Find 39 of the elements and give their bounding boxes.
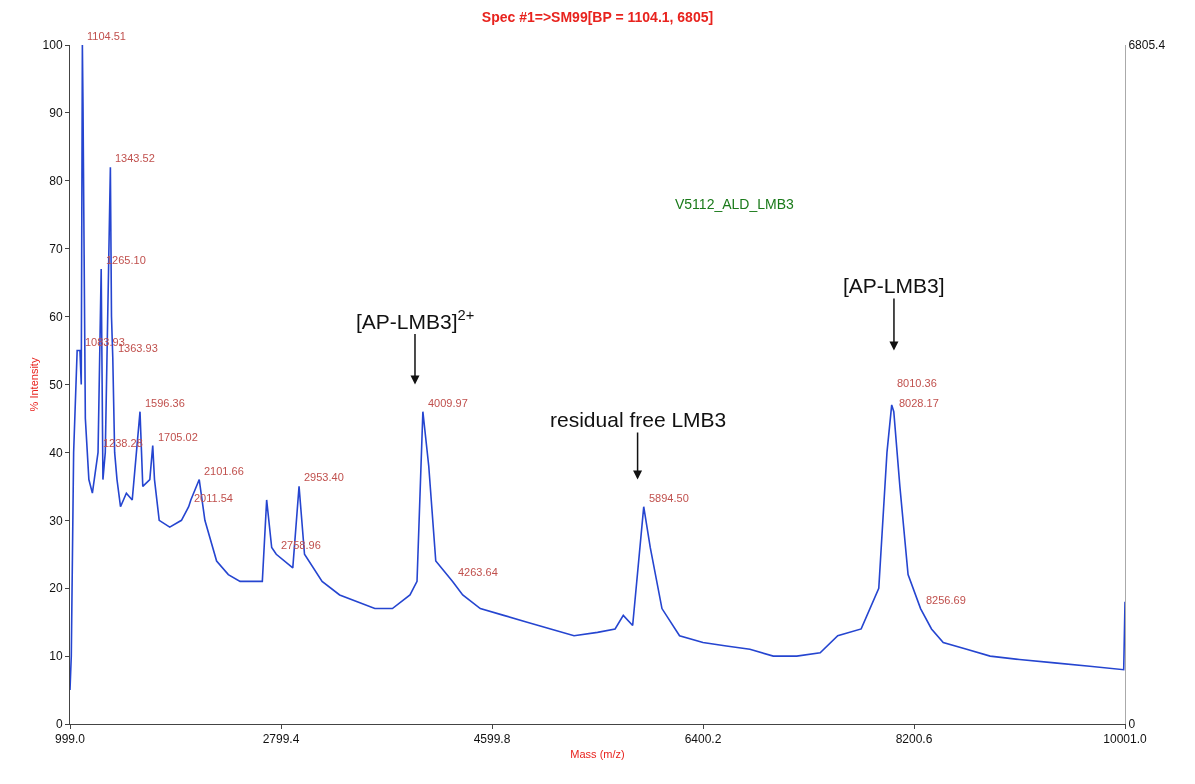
annotation: 2953.40 — [304, 471, 344, 483]
annotation: 1343.52 — [115, 152, 155, 164]
annotation: 1596.36 — [145, 397, 185, 409]
annotation: 4263.64 — [458, 566, 498, 578]
y2-tick-label: 6805.4 — [1128, 38, 1166, 53]
y-tick-label: 20 — [49, 581, 63, 596]
y-tick-label: 60 — [49, 309, 63, 324]
annotation: 1705.02 — [158, 431, 198, 443]
x-tick-label: 4599.8 — [473, 732, 511, 747]
y-tick-label: 70 — [49, 241, 63, 256]
annotation: 8256.69 — [926, 594, 966, 606]
annotation: 8028.17 — [899, 397, 939, 409]
y-tick-label: 90 — [49, 106, 63, 121]
annotation: [AP-LMB3] — [843, 274, 945, 297]
y-tick-label: 80 — [49, 174, 63, 188]
y-tick-label: 10 — [49, 649, 63, 664]
annotation: 2101.66 — [204, 465, 244, 477]
x-tick-label: 6400.2 — [684, 732, 722, 747]
x-tick-label: 8200.6 — [895, 732, 933, 747]
x-axis-title: Mass (m/z) — [570, 747, 625, 760]
annotation: 8010.36 — [897, 377, 937, 389]
y-axis-title: % Intensity — [28, 357, 40, 412]
y-tick-label: 30 — [49, 513, 63, 528]
annotation: 1104.51 — [87, 30, 126, 42]
y2-tick-label: 0 — [1128, 717, 1136, 732]
x-tick-label: 10001.0 — [1103, 732, 1148, 747]
annotation: [AP-LMB3]$^{2+}$ — [356, 307, 475, 333]
chart-title: Spec #1=>SM99[BP = 1104.1, 6805] — [481, 8, 714, 25]
y-tick-label: 40 — [49, 445, 63, 460]
annotation: residual free LMB3 — [550, 408, 727, 431]
annotation: V5112_ALD_LMB3 — [675, 196, 795, 212]
x-tick-label: 999.0 — [54, 732, 86, 747]
y-tick-label: 0 — [55, 717, 63, 732]
line-series — [70, 45, 1125, 691]
x-tick-label: 2799.4 — [262, 732, 300, 747]
annotation: 5894.50 — [649, 492, 689, 504]
y-tick-label: 50 — [49, 377, 63, 392]
y-tick-label: 100 — [42, 38, 63, 53]
annotation: 4009.97 — [428, 397, 468, 409]
